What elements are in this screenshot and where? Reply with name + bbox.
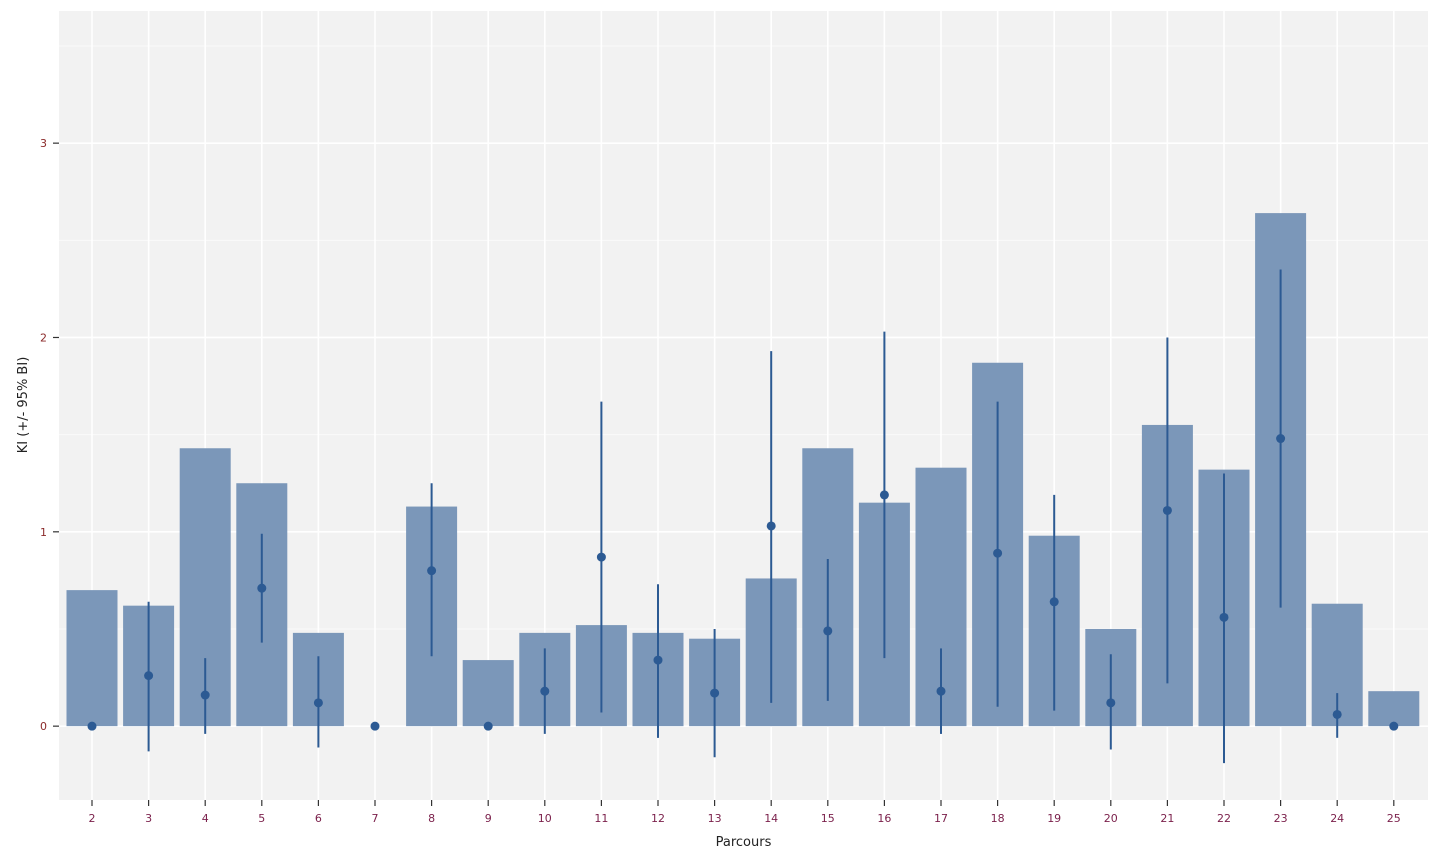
x-tick-label: 9: [485, 812, 492, 825]
y-tick-label: 3: [40, 137, 47, 150]
x-tick-label: 12: [651, 812, 665, 825]
x-tick-label: 6: [315, 812, 322, 825]
point-6: [313, 698, 323, 708]
point-4: [200, 690, 210, 700]
point-14: [766, 521, 776, 531]
x-tick-label: 25: [1387, 812, 1401, 825]
point-25: [1389, 721, 1399, 731]
x-tick-label: 11: [594, 812, 608, 825]
x-tick-label: 3: [145, 812, 152, 825]
point-12: [653, 655, 663, 665]
point-16: [879, 490, 889, 500]
x-tick-label: 21: [1160, 812, 1174, 825]
y-axis-title: KI (+/- 95% BI): [16, 357, 31, 454]
x-tick-label: 8: [428, 812, 435, 825]
x-axis-ticks: 2 3 4 5 6 7 8 9 10 11 12 13 14 15 16 17 18 19 20 21 22 23 24 25: [89, 800, 1401, 825]
point-21: [1162, 505, 1172, 515]
x-tick-label: 10: [538, 812, 552, 825]
x-tick-label: 4: [202, 812, 209, 825]
y-tick-label: 2: [40, 331, 47, 344]
x-tick-label: 15: [821, 812, 835, 825]
point-9: [483, 721, 493, 731]
points: [87, 434, 1399, 731]
x-tick-label: 24: [1330, 812, 1344, 825]
y-tick-label: 0: [40, 720, 47, 733]
y-tick-label: 1: [40, 526, 47, 539]
point-22: [1219, 612, 1229, 622]
x-tick-label: 23: [1274, 812, 1288, 825]
x-tick-label: 16: [877, 812, 891, 825]
bar-25: [1368, 691, 1420, 727]
bar-2: [66, 590, 118, 727]
x-tick-label: 13: [708, 812, 722, 825]
point-11: [596, 552, 606, 562]
x-tick-label: 18: [991, 812, 1005, 825]
point-15: [823, 626, 833, 636]
x-tick-label: 5: [258, 812, 265, 825]
x-tick-label: 14: [764, 812, 778, 825]
bar-9: [462, 660, 514, 727]
x-tick-label: 22: [1217, 812, 1231, 825]
x-tick-label: 17: [934, 812, 948, 825]
point-19: [1049, 597, 1059, 607]
point-13: [710, 688, 720, 698]
x-axis-title: Parcours: [716, 835, 772, 850]
y-axis-ticks: 0 1 2 3: [40, 137, 59, 733]
point-23: [1276, 434, 1286, 444]
point-20: [1106, 698, 1116, 708]
point-18: [993, 548, 1003, 558]
point-10: [540, 686, 550, 696]
point-17: [936, 686, 946, 696]
x-tick-label: 7: [372, 812, 379, 825]
point-2: [87, 721, 97, 731]
point-3: [144, 671, 154, 681]
point-8: [427, 566, 437, 576]
point-7: [370, 721, 380, 731]
x-tick-label: 20: [1104, 812, 1118, 825]
point-5: [257, 583, 267, 593]
x-tick-label: 2: [89, 812, 96, 825]
x-tick-label: 19: [1047, 812, 1061, 825]
point-24: [1332, 709, 1342, 719]
